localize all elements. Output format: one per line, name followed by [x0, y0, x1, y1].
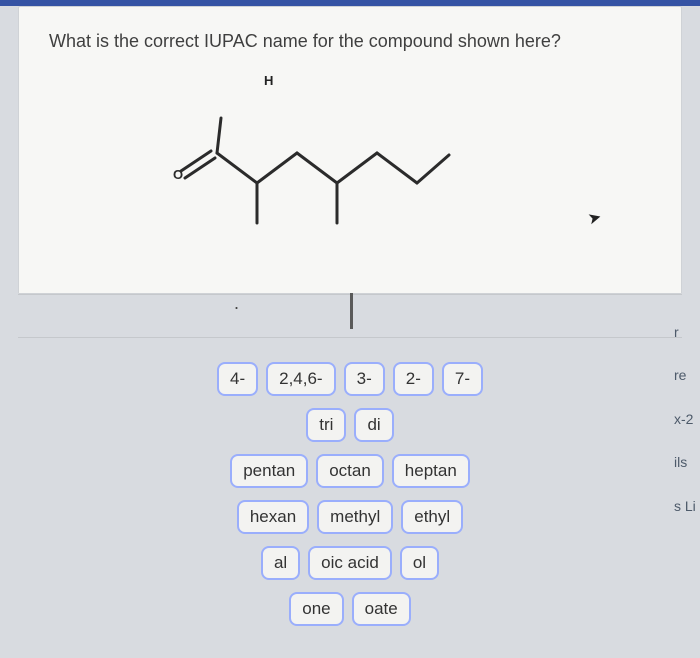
- chip-7[interactable]: 7-: [442, 362, 483, 396]
- frag: r: [674, 325, 700, 340]
- choice-bank: 4- 2,4,6- 3- 2- 7- tri di pentan octan h…: [18, 348, 682, 658]
- choice-row: tri di: [18, 408, 682, 442]
- chip-oate[interactable]: oate: [352, 592, 411, 626]
- choice-row: pentan octan heptan: [18, 454, 682, 488]
- frag: s Li: [674, 499, 700, 514]
- chip-3[interactable]: 3-: [344, 362, 385, 396]
- molecule-figure: H O . ➤: [19, 63, 681, 293]
- chip-hexan[interactable]: hexan: [237, 500, 309, 534]
- chip-2[interactable]: 2-: [393, 362, 434, 396]
- chip-octan[interactable]: octan: [316, 454, 384, 488]
- choice-row: one oate: [18, 592, 682, 626]
- frag: ils: [674, 455, 700, 470]
- mouse-cursor-icon: ➤: [585, 207, 603, 230]
- caret-icon: [350, 293, 353, 329]
- chip-heptan[interactable]: heptan: [392, 454, 470, 488]
- chip-one[interactable]: one: [289, 592, 343, 626]
- chip-oicacid[interactable]: oic acid: [308, 546, 392, 580]
- question-card: What is the correct IUPAC name for the c…: [18, 6, 682, 294]
- hydrogen-label: H: [264, 73, 273, 88]
- frag: re: [674, 368, 700, 383]
- answer-drop-zone[interactable]: [18, 295, 682, 337]
- question-area: What is the correct IUPAC name for the c…: [19, 7, 681, 63]
- cropped-side-text: r re x-2 ils s Li: [674, 325, 700, 542]
- chip-ethyl[interactable]: ethyl: [401, 500, 463, 534]
- svg-text:O: O: [173, 167, 183, 182]
- chip-ol[interactable]: ol: [400, 546, 439, 580]
- chip-tri[interactable]: tri: [306, 408, 346, 442]
- choice-row: 4- 2,4,6- 3- 2- 7-: [18, 362, 682, 396]
- chip-al[interactable]: al: [261, 546, 300, 580]
- choice-row: al oic acid ol: [18, 546, 682, 580]
- chip-246[interactable]: 2,4,6-: [266, 362, 335, 396]
- chip-pentan[interactable]: pentan: [230, 454, 308, 488]
- molecule-svg: O: [169, 93, 489, 253]
- chip-4[interactable]: 4-: [217, 362, 258, 396]
- section-divider-2: [18, 337, 682, 338]
- chip-methyl[interactable]: methyl: [317, 500, 393, 534]
- choice-row: hexan methyl ethyl: [18, 500, 682, 534]
- chip-di[interactable]: di: [354, 408, 393, 442]
- question-text: What is the correct IUPAC name for the c…: [49, 29, 651, 53]
- frag: x-2: [674, 412, 700, 427]
